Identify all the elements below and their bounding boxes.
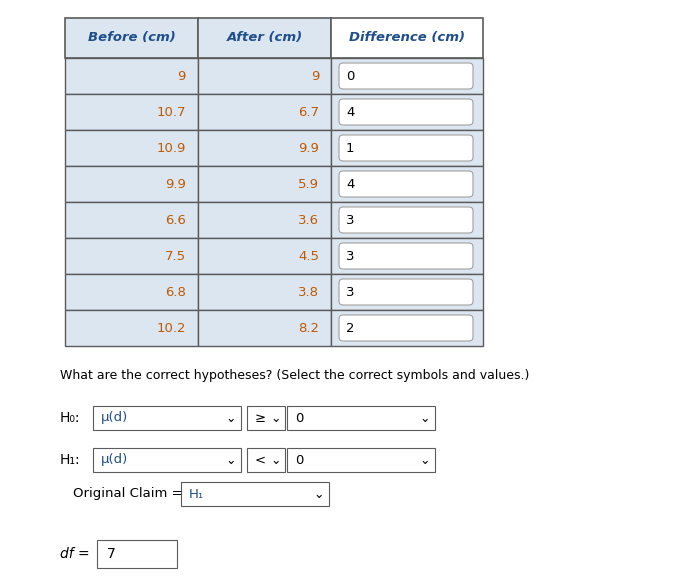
Text: 9.9: 9.9 (298, 142, 319, 154)
Text: 3: 3 (346, 250, 355, 262)
Bar (198, 166, 331, 202)
Text: 9: 9 (177, 69, 186, 83)
Text: H₀:: H₀: (60, 411, 80, 425)
Text: df =: df = (60, 547, 89, 561)
Text: 6.7: 6.7 (298, 106, 319, 118)
Bar (198, 18, 331, 58)
Text: 2: 2 (346, 321, 355, 335)
Text: 4: 4 (346, 177, 355, 191)
Bar (65, 130, 198, 166)
Bar (247, 406, 285, 430)
Text: 1: 1 (346, 142, 355, 154)
Text: 9: 9 (310, 69, 319, 83)
Bar (65, 274, 198, 310)
Text: 3.6: 3.6 (298, 213, 319, 227)
Bar (93, 406, 241, 430)
Bar (65, 310, 198, 346)
Text: ⌄: ⌄ (419, 454, 430, 466)
Bar (65, 94, 198, 130)
Bar (331, 274, 483, 310)
Bar (331, 310, 483, 346)
Bar (65, 238, 198, 274)
Bar (198, 94, 331, 130)
Bar (65, 166, 198, 202)
Text: 0: 0 (295, 454, 303, 466)
Text: ⌄: ⌄ (419, 412, 430, 424)
FancyBboxPatch shape (339, 243, 473, 269)
Text: ⌄: ⌄ (226, 454, 236, 466)
Text: ⌄: ⌄ (271, 412, 281, 424)
Bar (65, 18, 198, 58)
Bar (331, 18, 483, 58)
Bar (65, 202, 198, 238)
Bar (181, 482, 329, 506)
Text: 3: 3 (346, 213, 355, 227)
Bar (97, 540, 177, 568)
Bar (247, 448, 285, 472)
FancyBboxPatch shape (339, 315, 473, 341)
Text: Before (cm): Before (cm) (87, 31, 175, 44)
Text: Original Claim =: Original Claim = (73, 487, 183, 500)
Text: 8.2: 8.2 (298, 321, 319, 335)
Text: After (cm): After (cm) (226, 31, 303, 44)
Bar (198, 274, 331, 310)
Bar (331, 202, 483, 238)
Bar (287, 448, 435, 472)
Text: ⌄: ⌄ (271, 454, 281, 466)
Text: 9.9: 9.9 (165, 177, 186, 191)
Bar (198, 238, 331, 274)
FancyBboxPatch shape (339, 63, 473, 89)
Text: 6.6: 6.6 (165, 213, 186, 227)
Bar (198, 130, 331, 166)
FancyBboxPatch shape (339, 207, 473, 233)
FancyBboxPatch shape (339, 171, 473, 197)
Text: 0: 0 (346, 69, 355, 83)
Bar (331, 166, 483, 202)
Text: 7.5: 7.5 (165, 250, 186, 262)
Bar (198, 202, 331, 238)
Text: H₁:: H₁: (60, 453, 80, 467)
Text: 4.5: 4.5 (298, 250, 319, 262)
Bar (198, 58, 331, 94)
Text: 7: 7 (107, 547, 116, 561)
Text: 6.8: 6.8 (165, 286, 186, 298)
Text: ≥: ≥ (255, 412, 266, 424)
Bar (331, 130, 483, 166)
Text: <: < (255, 454, 266, 466)
Text: μ(d): μ(d) (101, 412, 128, 424)
Bar (287, 406, 435, 430)
Bar (331, 58, 483, 94)
Text: ⌄: ⌄ (314, 487, 324, 500)
Text: μ(d): μ(d) (101, 454, 128, 466)
Text: 0: 0 (295, 412, 303, 424)
Text: 10.9: 10.9 (157, 142, 186, 154)
Bar (65, 58, 198, 94)
Bar (331, 238, 483, 274)
Bar (331, 94, 483, 130)
Text: 3: 3 (346, 286, 355, 298)
Bar (93, 448, 241, 472)
Text: 3.8: 3.8 (298, 286, 319, 298)
Text: 4: 4 (346, 106, 355, 118)
FancyBboxPatch shape (339, 135, 473, 161)
Text: H₁: H₁ (189, 487, 204, 500)
Text: 5.9: 5.9 (298, 177, 319, 191)
FancyBboxPatch shape (339, 279, 473, 305)
Text: What are the correct hypotheses? (Select the correct symbols and values.): What are the correct hypotheses? (Select… (60, 370, 529, 382)
Text: 10.2: 10.2 (156, 321, 186, 335)
FancyBboxPatch shape (339, 99, 473, 125)
Text: ⌄: ⌄ (226, 412, 236, 424)
Text: Difference (cm): Difference (cm) (349, 31, 465, 44)
Bar (198, 310, 331, 346)
Text: 10.7: 10.7 (156, 106, 186, 118)
